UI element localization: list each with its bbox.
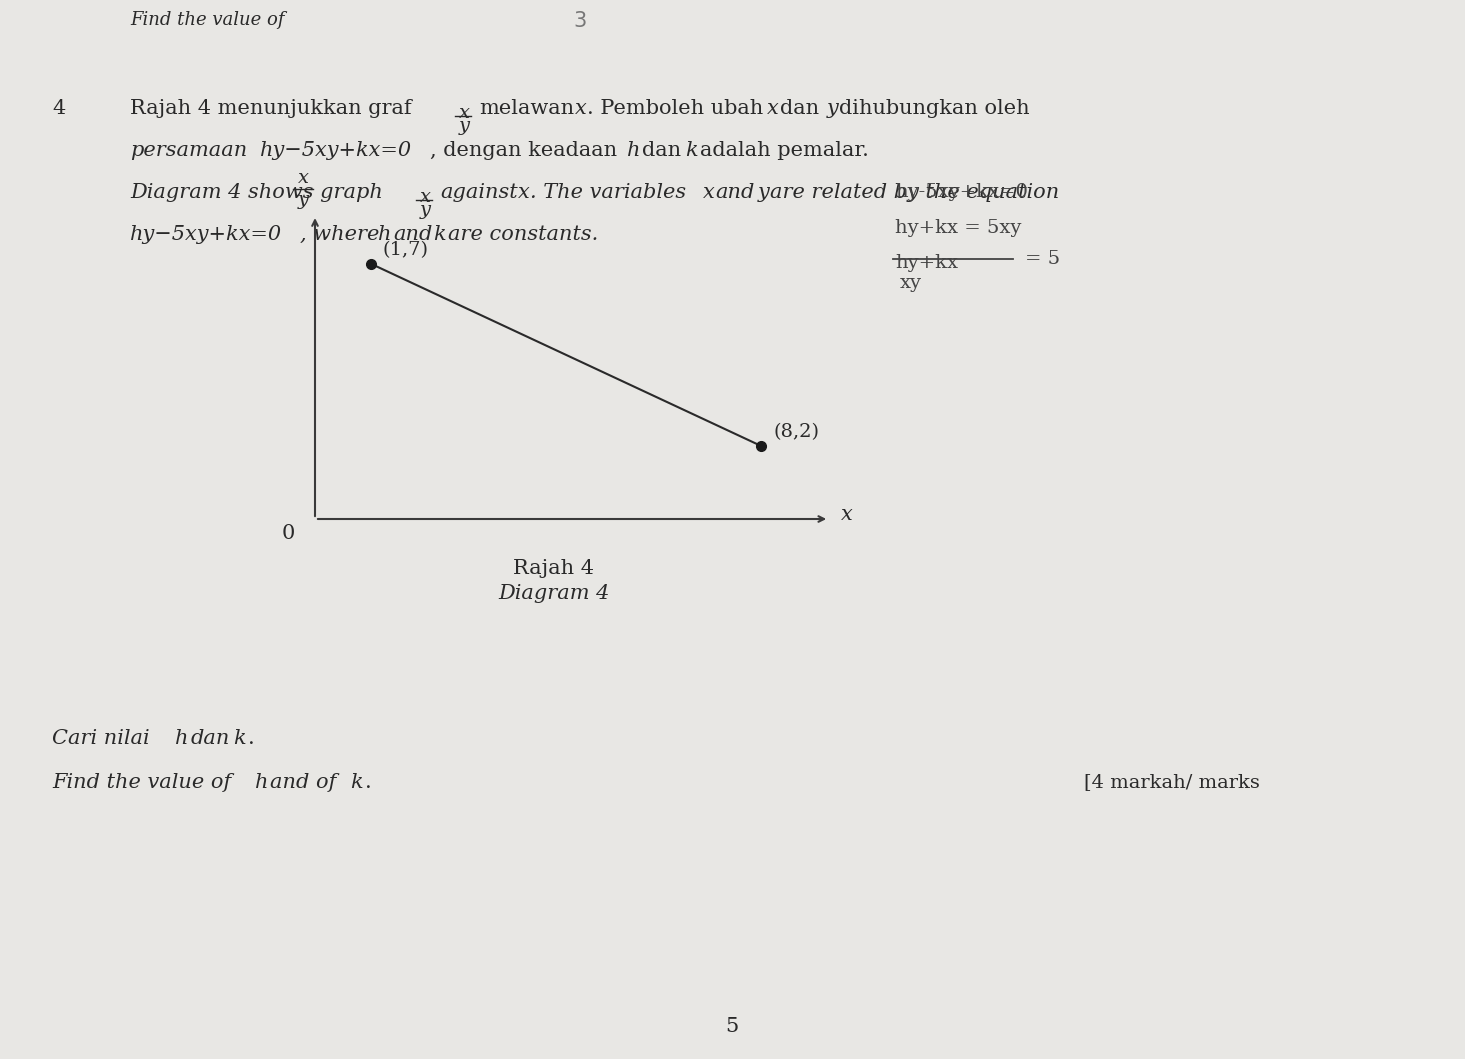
Text: hy−5xy+kx=0: hy−5xy+kx=0 <box>259 141 412 160</box>
Text: are constants.: are constants. <box>448 225 598 244</box>
Text: .: . <box>248 729 255 748</box>
Text: xy: xy <box>900 274 921 292</box>
Text: k: k <box>434 225 445 244</box>
Text: hy−5xy+kx=0: hy−5xy+kx=0 <box>130 225 283 244</box>
Text: (8,2): (8,2) <box>774 423 819 441</box>
Text: and of: and of <box>270 773 337 792</box>
Text: [4 markah/ marks: [4 markah/ marks <box>1084 773 1260 791</box>
Text: x: x <box>841 505 853 524</box>
Text: x: x <box>519 183 530 202</box>
Text: x: x <box>574 98 587 118</box>
Text: dihubungkan oleh: dihubungkan oleh <box>839 98 1030 118</box>
Text: 0: 0 <box>281 524 294 543</box>
Text: Cari nilai: Cari nilai <box>51 729 149 748</box>
Text: hy+kx: hy+kx <box>895 254 958 272</box>
Text: Diagram 4: Diagram 4 <box>498 584 609 603</box>
Text: Find the value of: Find the value of <box>130 11 284 29</box>
Text: dan: dan <box>642 141 681 160</box>
Text: k: k <box>686 141 697 160</box>
Text: h: h <box>174 729 189 748</box>
Text: x: x <box>297 169 309 187</box>
Text: x: x <box>420 189 431 207</box>
Text: h: h <box>378 225 391 244</box>
Text: Diagram 4 shows graph: Diagram 4 shows graph <box>130 183 382 202</box>
Text: . The variables: . The variables <box>530 183 686 202</box>
Text: = 5: = 5 <box>1026 250 1061 268</box>
Text: .: . <box>365 773 372 792</box>
Text: and: and <box>715 183 754 202</box>
Text: , where: , where <box>300 225 379 244</box>
Text: hy-5xy+kx=0: hy-5xy+kx=0 <box>895 183 1028 201</box>
Text: Rajah 4: Rajah 4 <box>513 559 593 578</box>
Text: 3: 3 <box>573 11 586 31</box>
Text: . Pemboleh ubah: . Pemboleh ubah <box>587 98 763 118</box>
Text: 4: 4 <box>51 98 66 118</box>
Text: 5: 5 <box>725 1017 738 1036</box>
Text: h: h <box>255 773 268 792</box>
Text: x: x <box>768 98 779 118</box>
Text: y: y <box>828 98 839 118</box>
Text: Find the value of: Find the value of <box>51 773 231 792</box>
Text: against: against <box>440 183 517 202</box>
Text: y: y <box>459 116 470 134</box>
Text: y: y <box>420 201 431 219</box>
Text: k: k <box>233 729 246 748</box>
Text: (1,7): (1,7) <box>382 240 429 258</box>
Text: dan: dan <box>190 729 230 748</box>
Text: melawan: melawan <box>479 98 574 118</box>
Text: x: x <box>703 183 715 202</box>
Text: and: and <box>393 225 432 244</box>
Text: h: h <box>627 141 640 160</box>
Text: , dengan keadaan: , dengan keadaan <box>431 141 617 160</box>
Text: Rajah 4 menunjukkan graf: Rajah 4 menunjukkan graf <box>130 98 412 118</box>
Text: y: y <box>297 192 309 210</box>
Text: x: x <box>459 104 470 122</box>
Text: k: k <box>350 773 363 792</box>
Text: persamaan: persamaan <box>130 141 248 160</box>
Text: y: y <box>757 183 769 202</box>
Text: dan: dan <box>779 98 819 118</box>
Text: adalah pemalar.: adalah pemalar. <box>700 141 869 160</box>
Text: hy+kx = 5xy: hy+kx = 5xy <box>895 219 1021 237</box>
Text: are related by the equation: are related by the equation <box>771 183 1059 202</box>
